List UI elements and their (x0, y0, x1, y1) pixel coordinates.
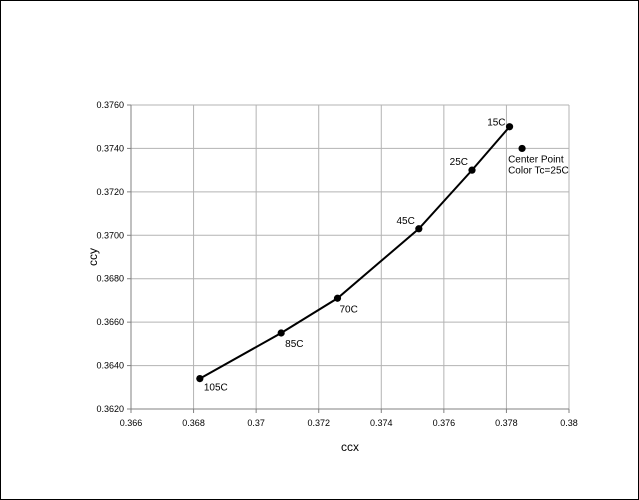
y-tick-label: 0.3680 (96, 274, 124, 284)
series-line (199, 126, 511, 380)
x-axis-title: ccx (341, 440, 359, 454)
data-point (505, 123, 514, 131)
x-tick-label: 0.37 (247, 418, 265, 428)
x-tick-label: 0.372 (307, 418, 330, 428)
y-tick-label: 0.3720 (96, 187, 124, 197)
y-tick-labels: 0.3620 0.3640 0.3660 0.3680 0.3700 0.3720 0.37… (96, 100, 124, 414)
x-tick-label: 0.366 (120, 418, 143, 428)
grid (130, 104, 570, 410)
x-tick-label: 0.378 (495, 418, 518, 428)
point-label: 25C (450, 157, 468, 168)
y-axis-title: ccy (86, 248, 100, 266)
y-tick-label: 0.3640 (96, 361, 124, 371)
y-tick-label: 0.3740 (96, 143, 124, 153)
x-tick-label: 0.368 (182, 418, 205, 428)
point-label: 15C (487, 118, 505, 129)
data-point (333, 294, 342, 302)
y-tick-label: 0.3620 (96, 404, 124, 414)
y-tick-label: 0.3700 (96, 230, 124, 240)
y-tick-label: 0.3760 (96, 100, 124, 110)
x-tick-labels: 0.366 0.368 0.37 0.372 0.374 0.376 0.378 0.38 (120, 418, 578, 428)
x-tick-label: 0.38 (560, 418, 578, 428)
data-point (468, 166, 476, 174)
point-label: 105C (204, 383, 228, 394)
point-annotation: Center Point (508, 154, 564, 165)
data-point (518, 144, 526, 153)
point-annotation: Color Tc=25C (508, 165, 569, 176)
x-tick-label: 0.376 (433, 418, 456, 428)
x-tick-label: 0.374 (370, 418, 393, 428)
data-point (415, 225, 423, 233)
point-label: 70C (339, 304, 357, 315)
axes (127, 104, 570, 413)
point-label: 45C (396, 216, 414, 227)
data-point (277, 329, 285, 337)
y-tick-label: 0.3660 (96, 317, 124, 327)
point-label: 85C (285, 339, 303, 350)
data-point (196, 375, 204, 383)
